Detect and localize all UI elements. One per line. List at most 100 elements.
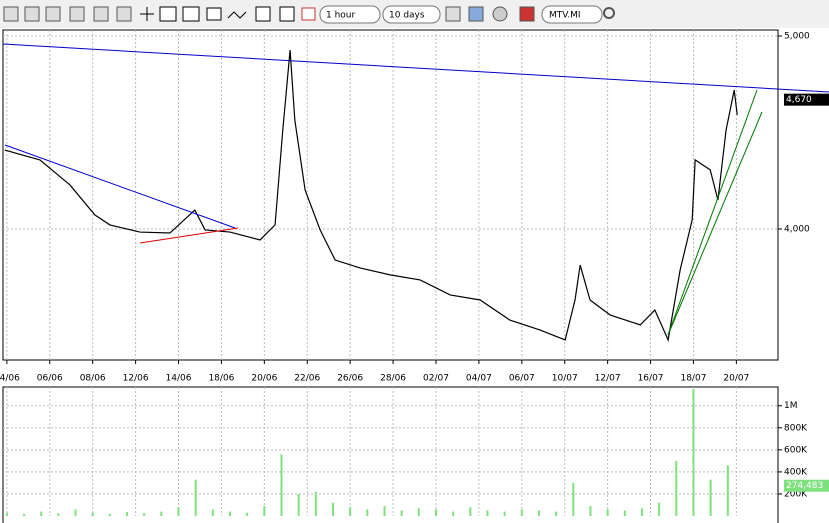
volume-bar — [91, 512, 94, 516]
x-tick-label: 22/06 — [294, 374, 320, 384]
indicators[interactable] — [301, 7, 316, 21]
x-tick-label: 18/06 — [208, 374, 234, 384]
candle-type[interactable] — [255, 6, 271, 22]
window-toggle[interactable] — [206, 7, 222, 21]
crosshair[interactable] — [140, 7, 154, 21]
volume-bar — [126, 512, 129, 516]
volume-bar — [623, 510, 626, 516]
x-tick-label: 02/07 — [423, 374, 449, 384]
x-tick-label: 08/06 — [80, 374, 106, 384]
x-tick-label: 12/07 — [595, 374, 621, 384]
x-tick-label: 18/07 — [680, 374, 706, 384]
x-tick-label: 14/06 — [166, 374, 192, 384]
y-tick-label: 200K — [784, 489, 808, 499]
volume-bar — [194, 479, 197, 516]
volume-bar — [246, 512, 249, 516]
volume-bar — [229, 511, 232, 516]
y-tick-label: 400K — [784, 467, 808, 477]
volume-bar — [5, 512, 8, 516]
y-tick-label: 4,000 — [784, 224, 810, 234]
refresh[interactable] — [492, 6, 508, 22]
volume-bar — [383, 506, 386, 516]
x-tick-label: 20/06 — [251, 374, 277, 384]
volume-bar — [143, 513, 146, 516]
color[interactable] — [519, 6, 535, 22]
volume-bar — [692, 389, 695, 516]
trendline — [139, 227, 239, 244]
y-tick-label: 1M — [784, 401, 798, 411]
volume-bar — [709, 479, 712, 516]
layer: 5,000 4,000 1M 800K 600K 400K 200K 04/06 06/06 08… — [0, 30, 829, 516]
volume-panel — [2, 386, 779, 523]
interval-select[interactable] — [319, 5, 381, 24]
volume-bar — [211, 509, 214, 516]
save[interactable] — [445, 6, 461, 22]
y-tick-label: 600K — [784, 445, 808, 455]
x-tick-label: 28/06 — [380, 374, 406, 384]
volume-bar — [572, 482, 575, 516]
volume-bar — [280, 454, 283, 516]
volume-bar — [537, 510, 540, 516]
volume-bar — [503, 511, 506, 516]
volume-bar — [23, 513, 26, 516]
last-value-box — [784, 93, 829, 106]
volume-bar — [349, 507, 352, 516]
bars-toggle[interactable] — [182, 6, 200, 22]
x-tick-label: 20/07 — [723, 374, 749, 384]
volume-bar — [314, 491, 317, 516]
volume-bar — [469, 507, 472, 516]
y-tick-label: 5,000 — [784, 31, 810, 41]
symbol-input[interactable] — [541, 5, 603, 24]
grid-toggle[interactable] — [159, 6, 177, 22]
volume-bar — [486, 510, 489, 516]
trendline — [667, 111, 763, 336]
volume-bar — [589, 506, 592, 516]
volume-bar — [108, 513, 111, 516]
volume-bar — [726, 465, 729, 516]
zoom-fit[interactable] — [45, 6, 61, 22]
search[interactable] — [603, 7, 615, 19]
volume-bar — [520, 509, 523, 516]
x-tick-label: 26/06 — [337, 374, 363, 384]
volume-bar — [297, 493, 300, 516]
zoom-y[interactable] — [93, 6, 109, 22]
interval-value: 1 hour — [326, 11, 356, 21]
volume-bar — [434, 509, 437, 516]
zoom-x[interactable] — [69, 6, 85, 22]
volume-bar — [40, 511, 43, 516]
y-tick-label: 800K — [784, 423, 808, 433]
zoom-reset[interactable] — [116, 6, 132, 22]
last-value-box — [784, 479, 829, 492]
trendline — [667, 89, 758, 336]
volume-bar — [177, 507, 180, 516]
zoom-out[interactable] — [24, 6, 40, 22]
x-tick-label: 06/07 — [509, 374, 535, 384]
volume-bar — [57, 513, 60, 516]
symbol-value: MTV.MI — [549, 11, 581, 21]
volume-bar — [640, 508, 643, 516]
period-value: 10 days — [389, 11, 425, 21]
volume-bar — [675, 460, 678, 516]
trendline — [2, 43, 829, 93]
volume-bar — [74, 509, 77, 516]
zoom-in[interactable] — [3, 6, 19, 22]
volume-bar — [366, 509, 369, 516]
volume-bar — [331, 502, 334, 516]
x-tick-label: 12/06 — [123, 374, 149, 384]
volume-bar — [606, 509, 609, 516]
ohlc-type[interactable] — [279, 6, 295, 22]
volume-bar — [160, 511, 163, 516]
x-tick-label: 16/07 — [638, 374, 664, 384]
line-type[interactable] — [227, 11, 247, 19]
x-tick-label: 10/07 — [552, 374, 578, 384]
print[interactable] — [468, 6, 484, 22]
x-tick-label: 04/06 — [0, 374, 20, 384]
period-select[interactable] — [382, 5, 441, 24]
volume-bar — [400, 510, 403, 516]
last-value-label: 274,483 — [786, 481, 823, 491]
price-line — [4, 50, 738, 342]
volume-bar — [658, 502, 661, 516]
volume-bar — [263, 506, 266, 516]
